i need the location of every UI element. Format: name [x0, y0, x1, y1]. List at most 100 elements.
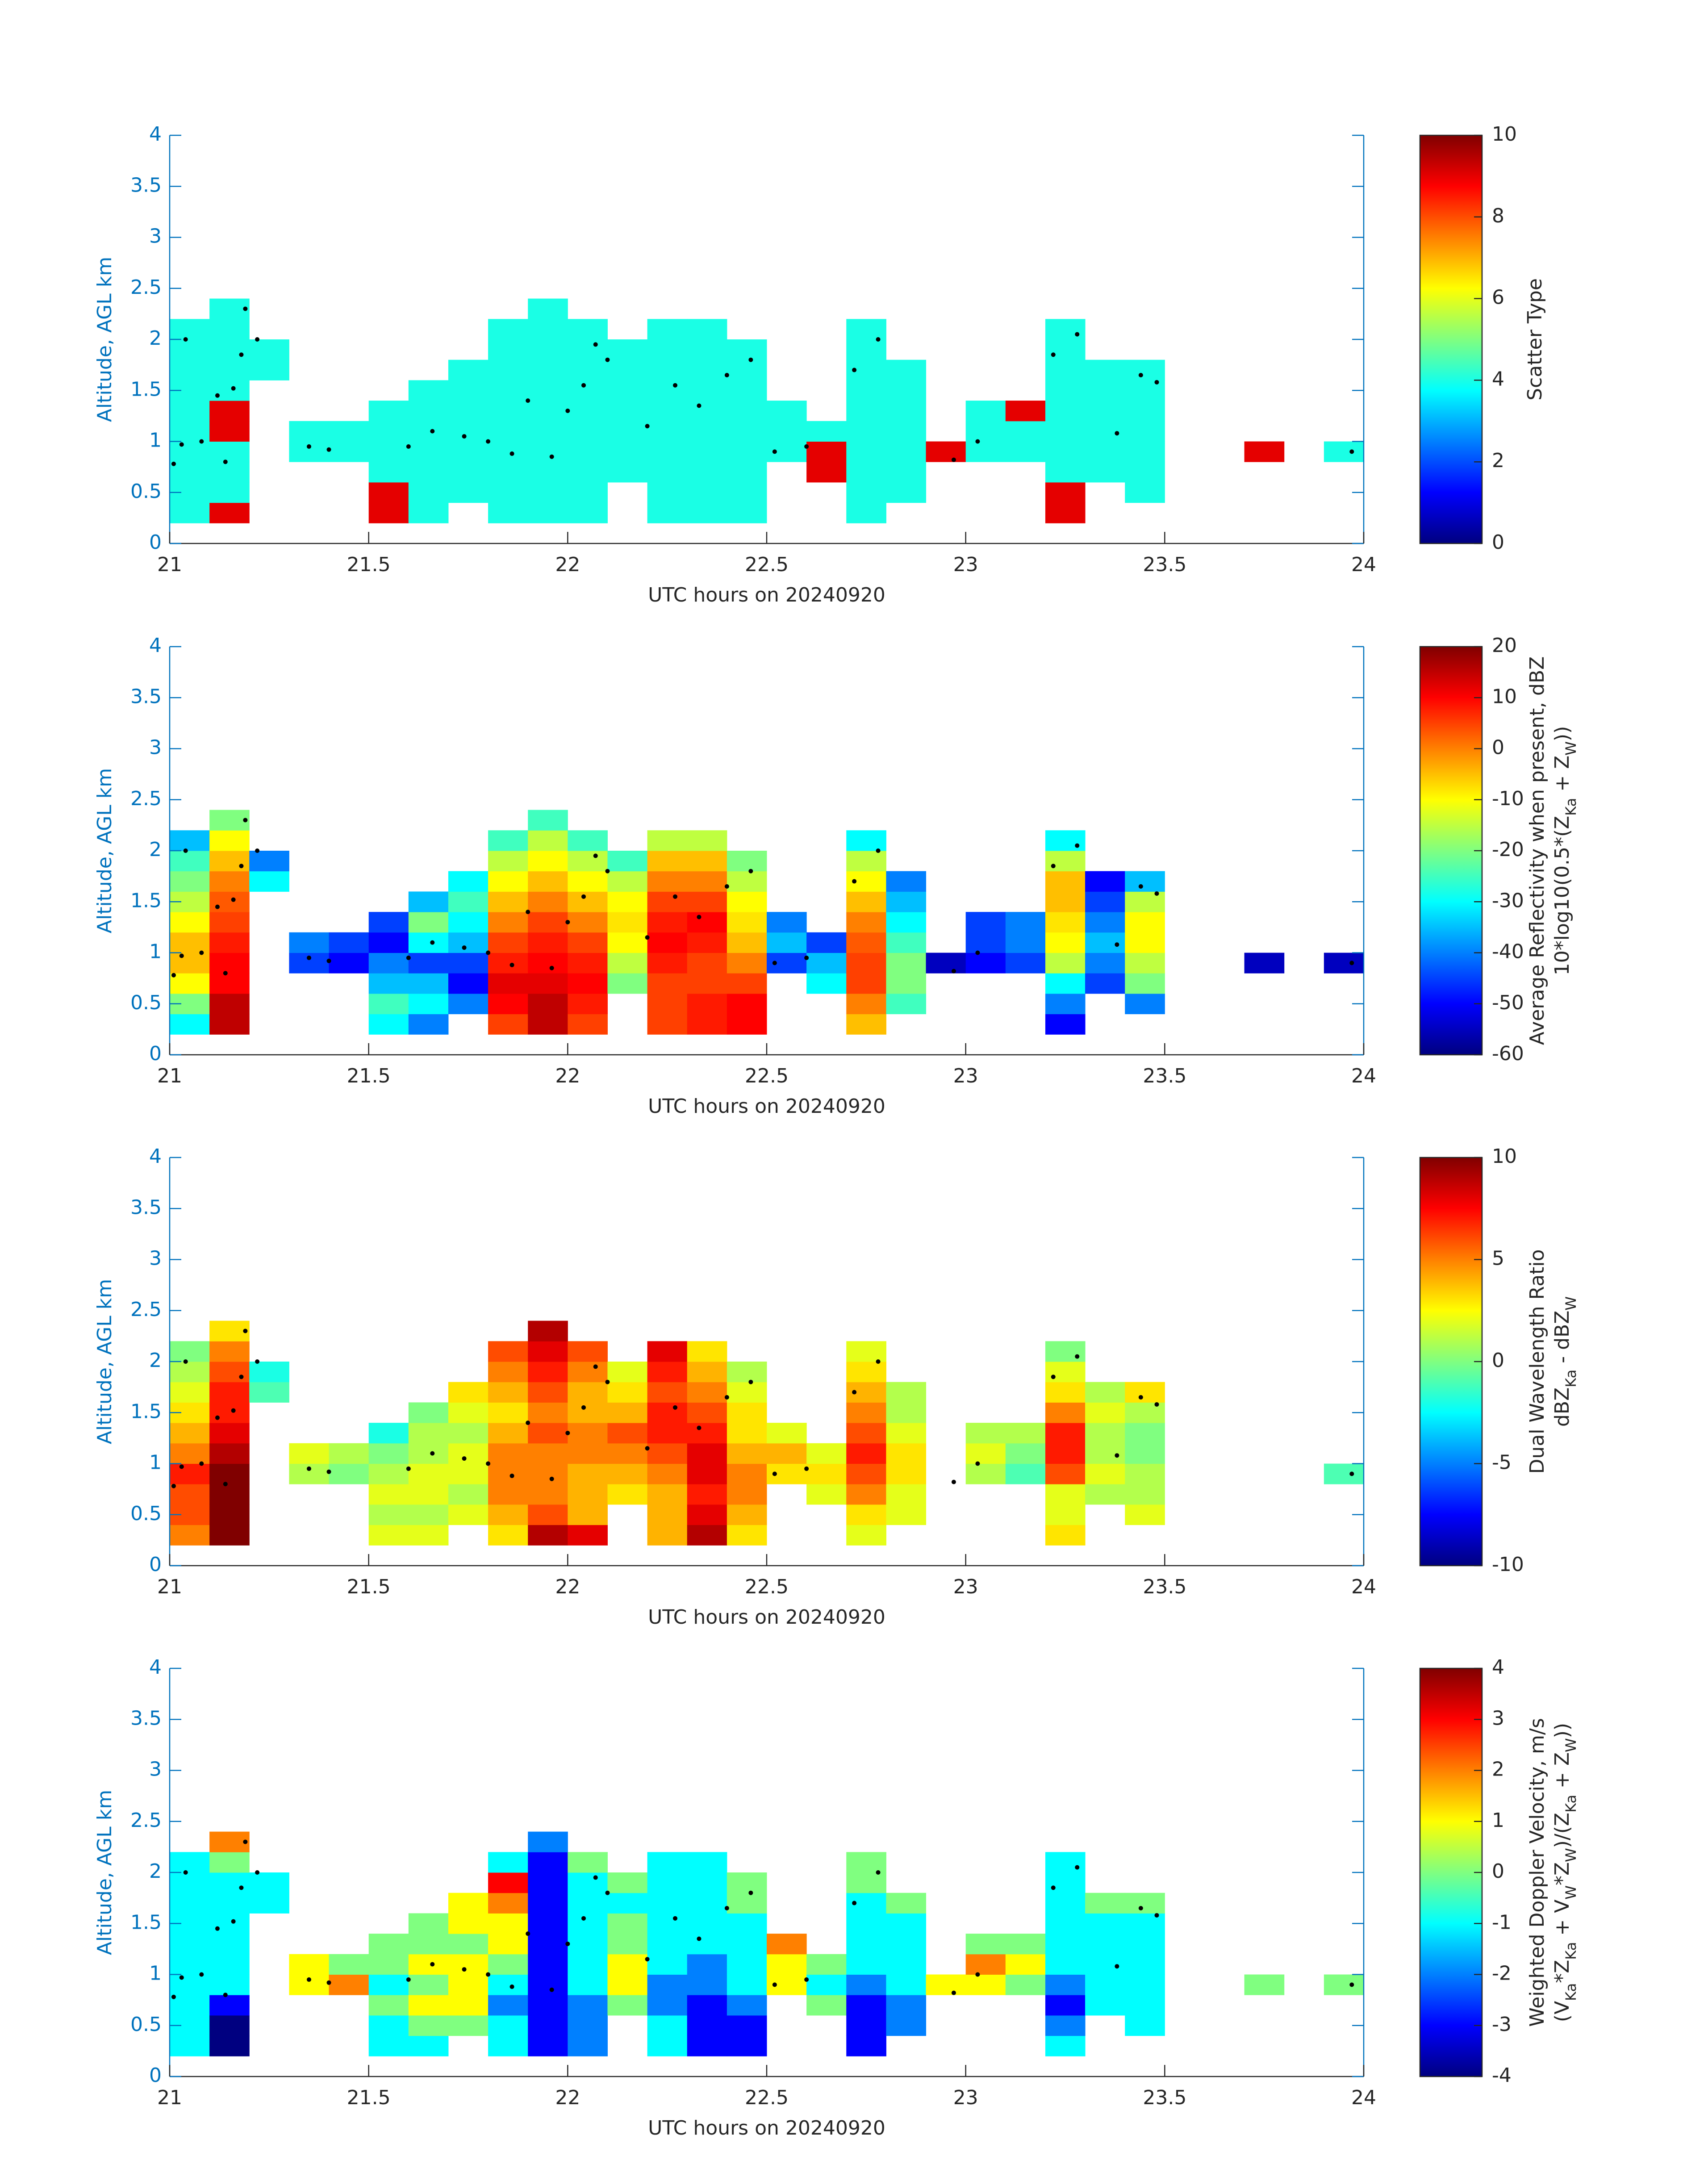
cell: [1085, 953, 1125, 974]
cell: [1005, 1974, 1046, 1995]
cell: [846, 1504, 886, 1525]
marker: [876, 337, 881, 342]
marker: [672, 383, 677, 388]
y-axis-label: Altitude, AGL km: [93, 257, 116, 422]
cell: [209, 871, 250, 892]
y-tick-label: 3: [149, 736, 162, 759]
cell: [607, 1463, 648, 1484]
cell: [965, 421, 1006, 442]
cell: [488, 830, 528, 851]
cell: [1085, 401, 1125, 422]
cell: [170, 953, 210, 974]
marker: [223, 1482, 228, 1487]
cell: [170, 401, 210, 422]
colorbar-tick-label: -10: [1492, 1553, 1524, 1576]
marker: [215, 904, 220, 909]
cell: [368, 1014, 409, 1035]
cell: [1005, 421, 1046, 442]
cell: [647, 1995, 688, 2016]
cell: [528, 1382, 568, 1403]
cell: [687, 2035, 727, 2056]
cell: [647, 380, 688, 401]
marker: [581, 1916, 586, 1921]
marker: [462, 1967, 467, 1972]
colorbar-tick-label: -5: [1492, 1451, 1512, 1474]
colorbar-label: Average Reflectivity when present, dBZ: [1526, 656, 1549, 1045]
cell: [886, 441, 927, 462]
cell: [209, 380, 250, 401]
cell: [368, 1423, 409, 1444]
cell: [568, 953, 608, 974]
subscript: W: [1562, 1738, 1579, 1752]
marker: [876, 1870, 881, 1875]
cell: [687, 1443, 727, 1464]
marker: [406, 955, 411, 960]
cell: [528, 851, 568, 872]
x-tick-label: 23.5: [1143, 553, 1186, 576]
colorbar-tick-label: 4: [1492, 368, 1504, 390]
cell: [1085, 441, 1125, 462]
cell: [846, 502, 886, 523]
cell: [488, 1504, 528, 1525]
cell: [1045, 891, 1086, 912]
cell: [488, 891, 528, 912]
cell: [170, 932, 210, 953]
marker: [975, 1461, 980, 1466]
cell: [209, 441, 250, 462]
marker: [223, 1993, 228, 1997]
marker: [852, 1901, 857, 1905]
marker: [549, 965, 554, 970]
cell: [209, 973, 250, 994]
heatmap-cells: [170, 810, 1364, 1035]
cell: [607, 1402, 648, 1423]
cell: [727, 871, 767, 892]
cell: [846, 993, 886, 1015]
cell: [607, 1954, 648, 1975]
cell: [886, 1382, 927, 1403]
cell: [727, 1362, 767, 1383]
label-part: 10*log10(0.5*(Z: [1551, 816, 1574, 976]
y-tick-label: 2: [149, 1349, 162, 1372]
marker: [1115, 431, 1119, 436]
cell: [528, 1443, 568, 1464]
cell: [568, 1382, 608, 1403]
cell: [687, 2015, 727, 2036]
cell: [408, 1423, 449, 1444]
cell: [1045, 1954, 1086, 1975]
cell: [806, 441, 847, 462]
cell: [846, 1341, 886, 1362]
colorbar-tick-label: 8: [1492, 205, 1504, 227]
cell: [647, 851, 688, 872]
y-tick-label: 3: [149, 1247, 162, 1270]
cell: [488, 851, 528, 872]
cell: [846, 851, 886, 872]
marker: [406, 1977, 411, 1982]
cell: [408, 421, 449, 442]
cell: [170, 1995, 210, 2016]
y-tick-label: 1.5: [130, 1911, 162, 1934]
marker: [509, 1473, 514, 1478]
cell: [488, 1463, 528, 1484]
x-tick-label: 21: [157, 1575, 182, 1598]
cell: [886, 1504, 927, 1525]
cell: [886, 1443, 927, 1464]
marker: [748, 869, 753, 873]
cell: [1125, 912, 1165, 933]
colorbar: [1419, 134, 1483, 544]
colorbar-tick-label: 0: [1492, 1860, 1504, 1883]
marker: [486, 1972, 491, 1977]
cell: [965, 1463, 1006, 1484]
cell: [170, 1463, 210, 1484]
cell: [1045, 1423, 1086, 1444]
cell: [488, 2035, 528, 2056]
cell: [647, 401, 688, 422]
colorbar-label: (VKa*ZKa + VW*ZW)/(ZKa + ZW)): [1551, 1723, 1579, 2022]
cell: [767, 401, 807, 422]
cell: [1045, 1913, 1086, 1934]
marker: [748, 1890, 753, 1895]
cell: [170, 830, 210, 851]
cell: [965, 912, 1006, 933]
cell: [209, 1402, 250, 1423]
cell: [886, 953, 927, 974]
y-tick-label: 1.5: [130, 889, 162, 912]
